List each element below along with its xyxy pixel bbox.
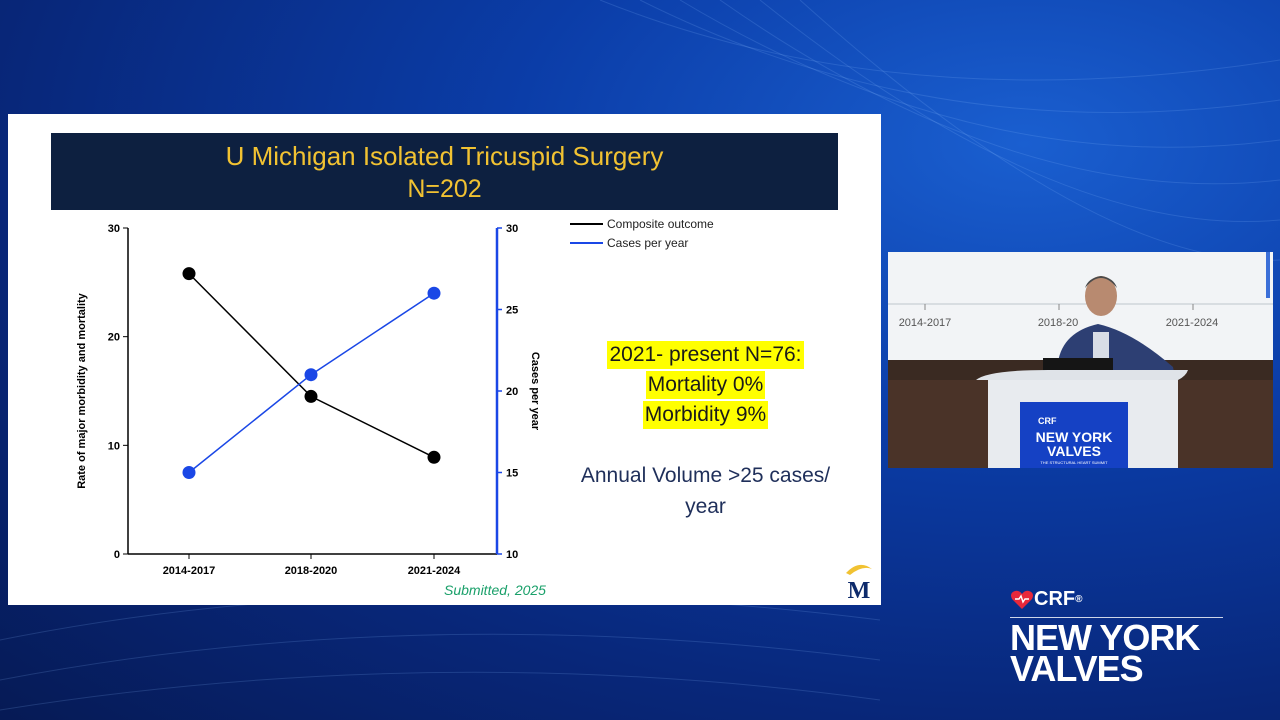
y-right-tick-label: 30 xyxy=(506,223,518,235)
y-left-tick-label: 0 xyxy=(114,549,120,561)
legend-swatch-composite xyxy=(570,222,603,225)
line-chart: 0 10 20 30 10 15 20 25 30 2014-2017 2018-2020 2021-… xyxy=(76,223,541,577)
series-point-composite xyxy=(182,267,196,281)
umich-logo-letter: M xyxy=(848,578,871,601)
umich-logo: M xyxy=(846,564,872,601)
highlight-line-3: Morbidity 9% xyxy=(642,401,769,429)
speaker-video-scene: 2014-2017 2018-20 2021-2024 CRF NEW YORK… xyxy=(888,252,1273,468)
y-left-tick-label: 20 xyxy=(108,332,120,344)
y-right-tick-label: 10 xyxy=(506,549,518,561)
podium-brand-tagline: THE STRUCTURAL HEART SUMMIT xyxy=(1040,460,1108,465)
y-right-tick-label: 25 xyxy=(506,305,518,317)
podium-brand-line2: VALVES xyxy=(1047,443,1101,459)
y-right-tick-label: 20 xyxy=(506,386,518,398)
title-bar: U Michigan Isolated Tricuspid Surgery N=… xyxy=(51,133,838,210)
legend-item-cases: Cases per year xyxy=(570,233,714,252)
annual-volume-text: Annual Volume >25 cases/ year xyxy=(548,460,863,522)
brand-line-2: VALVES xyxy=(1010,648,1144,689)
highlight-line-1: 2021- present N=76: xyxy=(607,341,804,369)
slide-title: U Michigan Isolated Tricuspid Surgery xyxy=(225,141,664,171)
series-point-cases xyxy=(304,368,318,382)
citation: Submitted, 2025 xyxy=(444,582,546,598)
x-tick-label: 2018-2020 xyxy=(285,565,338,577)
heart-icon xyxy=(1011,590,1033,609)
series-point-cases xyxy=(427,286,441,300)
series-line-composite xyxy=(188,273,435,458)
crf-brand: CRF ® NEW YORK VALVES xyxy=(1010,588,1223,689)
highlight-line-2: Mortality 0% xyxy=(645,371,766,399)
y-left-tick-label: 10 xyxy=(108,440,120,452)
video-screen-label-2: 2018-20 xyxy=(1038,317,1078,329)
video-screen-label-1: 2014-2017 xyxy=(899,317,952,329)
y-left-axis-title: Rate of major morbidity and mortality xyxy=(76,292,88,488)
series-point-composite xyxy=(304,389,318,403)
podium-brand-line1: NEW YORK xyxy=(1036,429,1113,445)
legend-label-composite: Composite outcome xyxy=(607,216,714,231)
crf-text: CRF xyxy=(1034,588,1076,610)
crf-mark: CRF ® xyxy=(1010,588,1223,611)
presentation-slide: U Michigan Isolated Tricuspid Surgery N=… xyxy=(8,114,881,605)
series-point-composite xyxy=(427,450,441,464)
legend-item-composite: Composite outcome xyxy=(570,214,714,233)
legend-swatch-cases xyxy=(570,241,603,244)
crf-registered: ® xyxy=(1075,594,1083,605)
series-line-cases xyxy=(188,292,435,474)
speaker-video: 2014-2017 2018-20 2021-2024 CRF NEW YORK… xyxy=(888,252,1273,468)
legend-label-cases: Cases per year xyxy=(607,235,689,250)
podium-brand-crf: CRF xyxy=(1038,416,1057,426)
brand-divider xyxy=(1010,617,1223,618)
chart-legend: Composite outcome Cases per year xyxy=(570,214,714,252)
highlight-block: 2021- present N=76: Mortality 0% Morbidi… xyxy=(548,340,863,430)
y-left-tick-label: 30 xyxy=(108,223,120,235)
y-right-axis-title: Cases per year xyxy=(529,352,541,431)
volume-line-1: Annual Volume >25 cases/ xyxy=(580,464,831,487)
y-right-tick-label: 15 xyxy=(506,468,518,480)
x-tick-label: 2014-2017 xyxy=(163,565,216,577)
series-point-cases xyxy=(182,466,196,479)
x-tick-label: 2021-2024 xyxy=(408,565,461,577)
volume-line-2: year xyxy=(685,495,726,518)
brand-line-1: NEW YORK xyxy=(1010,617,1200,658)
video-screen-label-3: 2021-2024 xyxy=(1166,317,1219,329)
slide-subtitle: N=202 xyxy=(407,175,482,203)
